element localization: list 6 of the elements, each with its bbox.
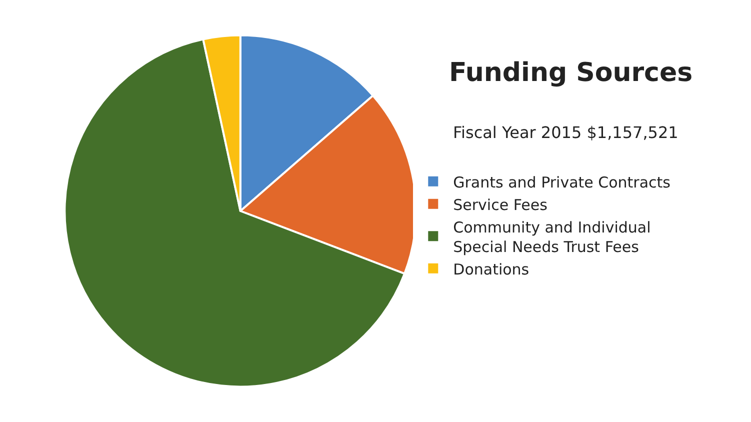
legend-label: Grants and Private Contracts: [453, 173, 671, 192]
legend-label: Service Fees: [453, 196, 548, 214]
legend-label: Community and Individual Special Needs Trust Fees: [453, 218, 651, 256]
text: Funding Sources: [448, 58, 693, 88]
text: Fiscal Year 2015 $1,157,521: [453, 123, 678, 142]
legend-label: Donations: [453, 260, 530, 278]
